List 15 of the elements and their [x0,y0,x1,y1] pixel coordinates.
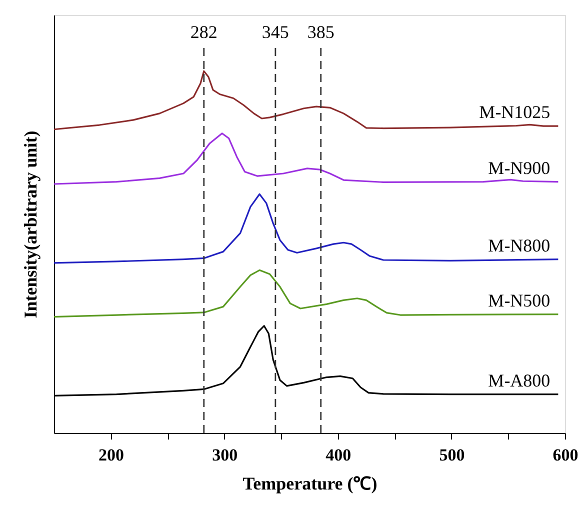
x-tick-label: 300 [212,446,238,464]
series-label: M-N800 [488,235,550,256]
ref-line-label: 345 [262,22,289,42]
series-label: M-A800 [488,370,550,390]
y-axis-title: Intensity(arbitrary unit) [20,130,40,318]
ref-line-label: 282 [190,22,218,42]
x-tick-label: 500 [439,446,465,464]
x-axis-title: Temperature (℃) [242,474,378,494]
x-tick-label: 200 [98,446,124,464]
series-label: M-N500 [488,290,550,310]
series-label: M-N1025 [479,102,550,122]
x-tick-label: 400 [326,446,352,464]
x-tick-label: 600 [552,446,578,464]
series-label: M-N900 [488,158,550,178]
ref-line-label: 385 [307,22,334,42]
